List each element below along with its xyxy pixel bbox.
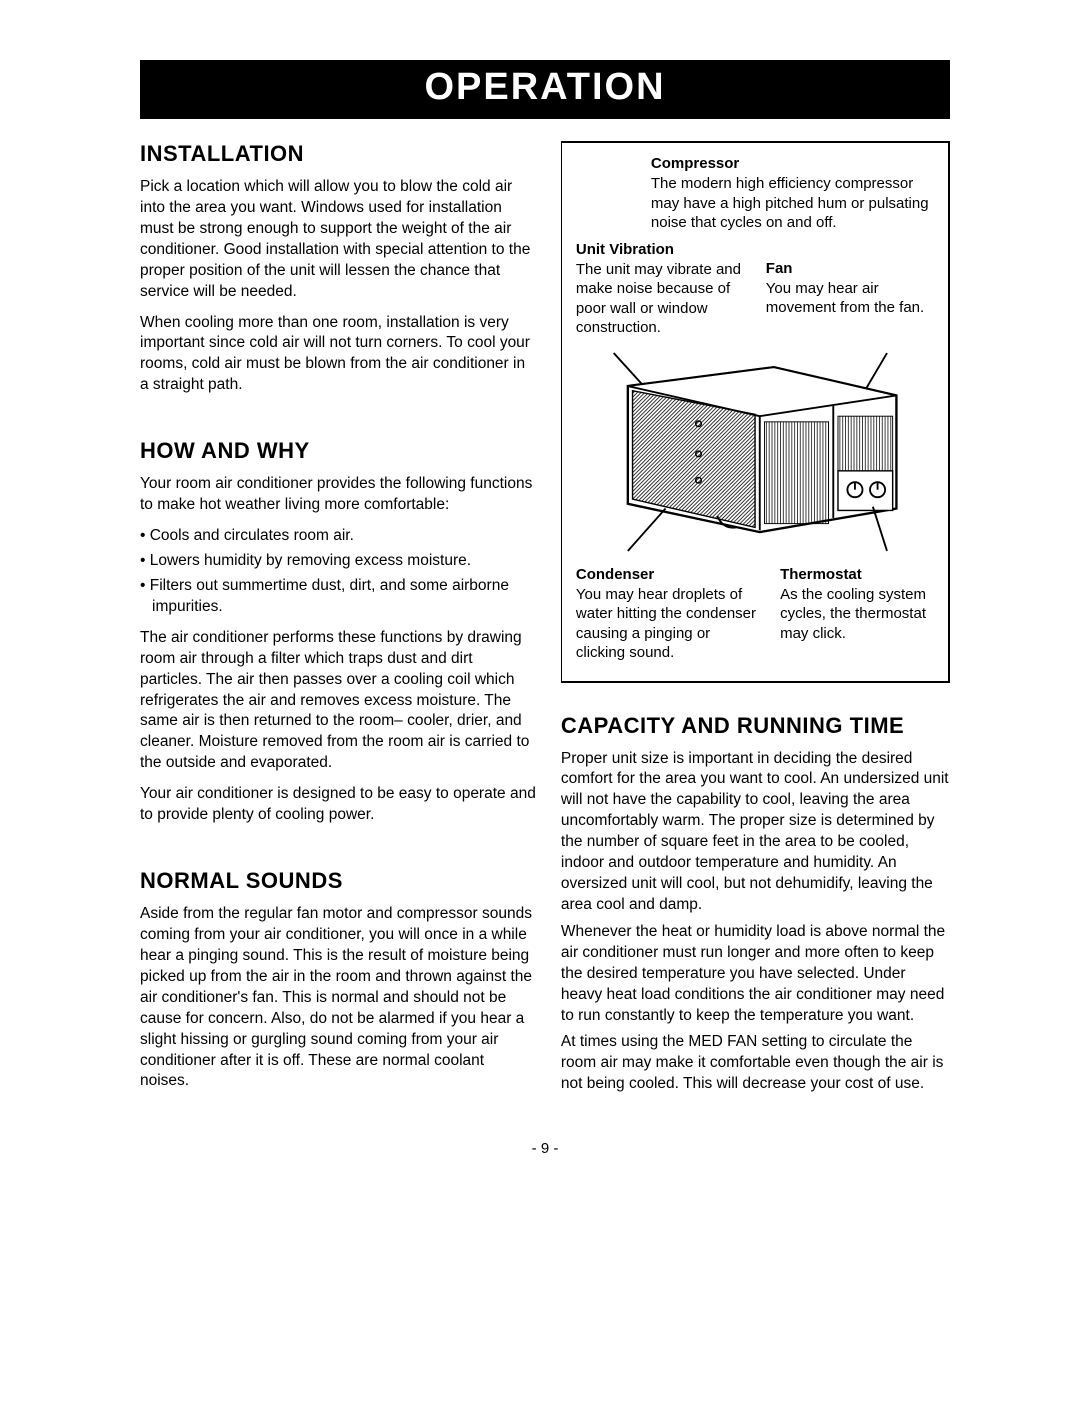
sounds-heading: NORMAL SOUNDS (140, 868, 537, 894)
how-why-intro: Your room air conditioner provides the f… (140, 474, 537, 516)
installation-heading: INSTALLATION (140, 141, 537, 167)
condenser-text: You may hear droplets of water hitting t… (576, 585, 762, 663)
right-column: Compressor The modern high efficiency co… (561, 141, 950, 1102)
fan-text: You may hear air movement from the fan. (766, 279, 934, 318)
two-column-layout: INSTALLATION Pick a location which will … (140, 141, 950, 1102)
compressor-label: Compressor (651, 155, 934, 172)
ac-unit-diagram (576, 342, 934, 562)
installation-p1: Pick a location which will allow you to … (140, 177, 537, 303)
list-item: Filters out summertime dust, dirt, and s… (140, 576, 537, 618)
how-and-why-section: HOW AND WHY Your room air conditioner pr… (140, 438, 537, 826)
page-number: - 9 - (140, 1140, 950, 1157)
capacity-p2: Whenever the heat or humidity load is ab… (561, 922, 950, 1027)
condenser-label: Condenser (576, 566, 762, 583)
normal-sounds-section: NORMAL SOUNDS Aside from the regular fan… (140, 868, 537, 1092)
capacity-section: CAPACITY AND RUNNING TIME Proper unit si… (561, 713, 950, 1096)
list-item: Cools and circulates room air. (140, 526, 537, 547)
capacity-p1: Proper unit size is important in decidin… (561, 749, 950, 916)
capacity-p3: At times using the MED FAN setting to ci… (561, 1032, 950, 1095)
how-why-p2: Your air conditioner is designed to be e… (140, 784, 537, 826)
fan-label: Fan (766, 260, 934, 277)
list-item: Lowers humidity by removing excess moist… (140, 551, 537, 572)
capacity-heading: CAPACITY AND RUNNING TIME (561, 713, 950, 739)
vibration-text: The unit may vibrate and make noise beca… (576, 260, 748, 338)
page-banner: OPERATION (140, 60, 950, 119)
banner-title: OPERATION (424, 66, 665, 108)
sounds-p1: Aside from the regular fan motor and com… (140, 904, 537, 1092)
how-why-p1: The air conditioner performs these funct… (140, 628, 537, 774)
how-why-heading: HOW AND WHY (140, 438, 537, 464)
vibration-label: Unit Vibration (576, 241, 934, 258)
installation-p2: When cooling more than one room, install… (140, 313, 537, 397)
how-why-list: Cools and circulates room air. Lowers hu… (140, 526, 537, 618)
left-column: INSTALLATION Pick a location which will … (140, 141, 537, 1102)
compressor-text: The modern high efficiency compressor ma… (651, 174, 934, 233)
thermostat-text: As the cooling system cycles, the thermo… (780, 585, 934, 644)
thermostat-label: Thermostat (780, 566, 934, 583)
installation-section: INSTALLATION Pick a location which will … (140, 141, 537, 396)
sounds-diagram-box: Compressor The modern high efficiency co… (561, 141, 950, 683)
